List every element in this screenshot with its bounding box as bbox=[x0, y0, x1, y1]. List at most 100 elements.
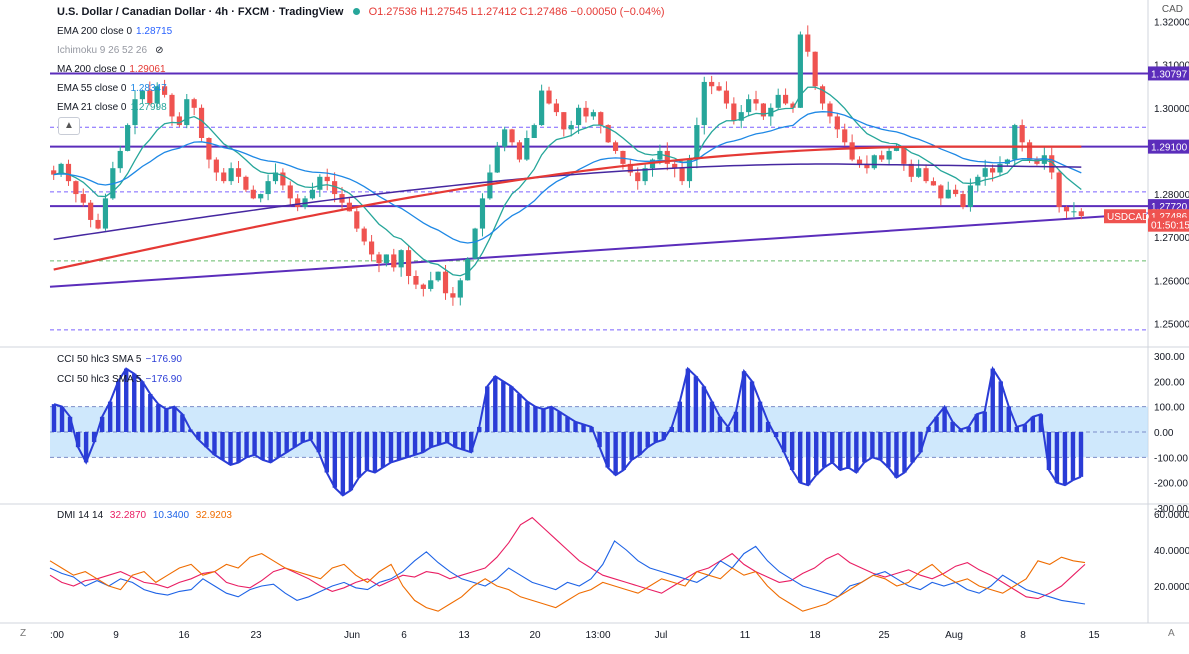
candle-body bbox=[775, 94, 781, 108]
candle-body bbox=[1078, 211, 1084, 217]
cci-name: CCI 50 hlc3 SMA 5 bbox=[57, 354, 142, 365]
candle-body bbox=[169, 94, 175, 117]
dmi-tick-label: 20.0000 bbox=[1154, 582, 1189, 593]
time-tick-label: 6 bbox=[401, 630, 407, 641]
candle-body bbox=[760, 103, 766, 117]
candle-body bbox=[58, 163, 64, 175]
candle-body bbox=[546, 90, 552, 104]
candle-body bbox=[346, 202, 352, 212]
candle-body bbox=[487, 172, 493, 199]
candle-body bbox=[1034, 159, 1040, 164]
dmi-line bbox=[49, 553, 1086, 612]
indicator-legend-item[interactable]: EMA 200 close 0 1.28715 bbox=[57, 26, 176, 37]
hidden-eye-icon[interactable]: ⊘ bbox=[155, 45, 164, 56]
candle-body bbox=[435, 271, 441, 281]
candle-body bbox=[1019, 125, 1025, 143]
market-status-icon bbox=[352, 8, 360, 15]
dmi-tick-label: 40.0000 bbox=[1154, 546, 1189, 557]
candle-body bbox=[568, 125, 574, 130]
candle-body bbox=[280, 172, 286, 186]
candle-body bbox=[206, 138, 212, 160]
dmi-line bbox=[49, 540, 1086, 605]
candle-body bbox=[413, 276, 419, 285]
candle-body bbox=[893, 146, 900, 151]
candle-body bbox=[154, 86, 160, 104]
currency-label[interactable]: CAD bbox=[1161, 4, 1183, 15]
chart-header: U.S. Dollar / Canadian Dollar · 4h · FXC… bbox=[57, 6, 665, 18]
candle-body bbox=[479, 198, 486, 229]
candle-body bbox=[265, 181, 271, 195]
time-tick-label: 11 bbox=[740, 630, 751, 641]
cci-tick-label: -100.00 bbox=[1154, 453, 1188, 464]
cci-tick-label: 200.00 bbox=[1154, 377, 1185, 388]
indicator-legend-item[interactable]: EMA 55 close 0 1.28347 bbox=[57, 83, 171, 94]
candle-body bbox=[73, 181, 79, 195]
candle-body bbox=[332, 181, 338, 195]
candle-body bbox=[664, 150, 670, 164]
cci-tick-label: 100.00 bbox=[1154, 403, 1185, 414]
candle-body bbox=[88, 202, 94, 220]
candle-body bbox=[694, 125, 700, 160]
candle-body bbox=[176, 116, 182, 126]
candle-body bbox=[228, 168, 234, 182]
candle-body bbox=[990, 168, 996, 173]
price-tick-label: 1.32000 bbox=[1154, 18, 1189, 29]
candle-body bbox=[583, 107, 589, 117]
candle-body bbox=[953, 189, 959, 195]
candle-body bbox=[221, 172, 227, 182]
dmi-label: DMI 14 14 bbox=[57, 510, 104, 521]
dmi-value-plus: 32.2870 bbox=[109, 510, 147, 521]
candle-body bbox=[309, 189, 316, 199]
candle-body bbox=[620, 150, 626, 164]
price-tick-label: 1.27000 bbox=[1154, 233, 1189, 244]
candle-body bbox=[679, 168, 685, 182]
time-tick-label: 13:00 bbox=[585, 630, 610, 641]
cci-tick-label: -200.00 bbox=[1154, 479, 1188, 490]
auto-scale-icon[interactable]: A bbox=[1168, 628, 1175, 639]
cci-legend-item[interactable]: CCI 50 hlc3 SMA 5 −176.90 bbox=[57, 354, 186, 365]
candle-body bbox=[871, 155, 877, 169]
candle-body bbox=[901, 146, 907, 164]
candle-body bbox=[997, 163, 1003, 173]
price-tag bbox=[1148, 66, 1189, 81]
candle-body bbox=[849, 142, 855, 160]
collapse-legend-button[interactable]: ▲ bbox=[58, 117, 80, 135]
candle-body bbox=[827, 103, 833, 117]
indicator-legend-item[interactable]: MA 200 close 0 1.29061 bbox=[57, 64, 170, 75]
time-tick-label: Jun bbox=[344, 630, 360, 641]
indicator-value: 1.27998 bbox=[130, 102, 167, 113]
candle-body bbox=[686, 159, 693, 182]
candle-body bbox=[783, 94, 789, 104]
timezone-icon[interactable]: Z bbox=[20, 628, 27, 639]
candle-body bbox=[716, 86, 722, 91]
cci-value: −176.90 bbox=[145, 354, 182, 365]
cci-legend-item[interactable]: CCI 50 hlc3 SMA 5 −176.90 bbox=[57, 374, 186, 385]
candle-body bbox=[864, 163, 870, 169]
candle-body bbox=[635, 172, 641, 182]
price-tag-label: 1.27720 bbox=[1151, 202, 1188, 213]
candle-body bbox=[738, 112, 744, 121]
candle-body bbox=[982, 168, 988, 177]
indicator-legend-item[interactable]: EMA 21 close 0 1.27998 bbox=[57, 102, 171, 113]
candle-body bbox=[494, 146, 500, 173]
candle-body bbox=[516, 142, 523, 160]
candle-body bbox=[1063, 207, 1070, 212]
candle-body bbox=[1049, 155, 1055, 173]
candle-body bbox=[657, 150, 663, 160]
candle-body bbox=[797, 34, 803, 108]
candle-body bbox=[450, 293, 456, 298]
ma-200-line bbox=[53, 145, 1082, 271]
candle-body bbox=[812, 51, 818, 87]
price-tick-label: 1.28000 bbox=[1154, 190, 1189, 201]
indicator-value: 1.29061 bbox=[129, 64, 166, 75]
symbol-tag bbox=[1104, 209, 1146, 224]
ema-200-line bbox=[53, 163, 1082, 241]
trendline bbox=[49, 212, 1149, 288]
dmi-line bbox=[49, 516, 1086, 600]
time-tick-label: 8 bbox=[1020, 630, 1026, 641]
dmi-value-adx: 32.9203 bbox=[195, 510, 232, 521]
cci-tick-label: -300.00 bbox=[1154, 504, 1188, 515]
indicator-legend-item[interactable]: Ichimoku 9 26 52 26 ⊘ bbox=[57, 45, 167, 56]
price-tag-label: 01:50:15 bbox=[1151, 221, 1189, 232]
